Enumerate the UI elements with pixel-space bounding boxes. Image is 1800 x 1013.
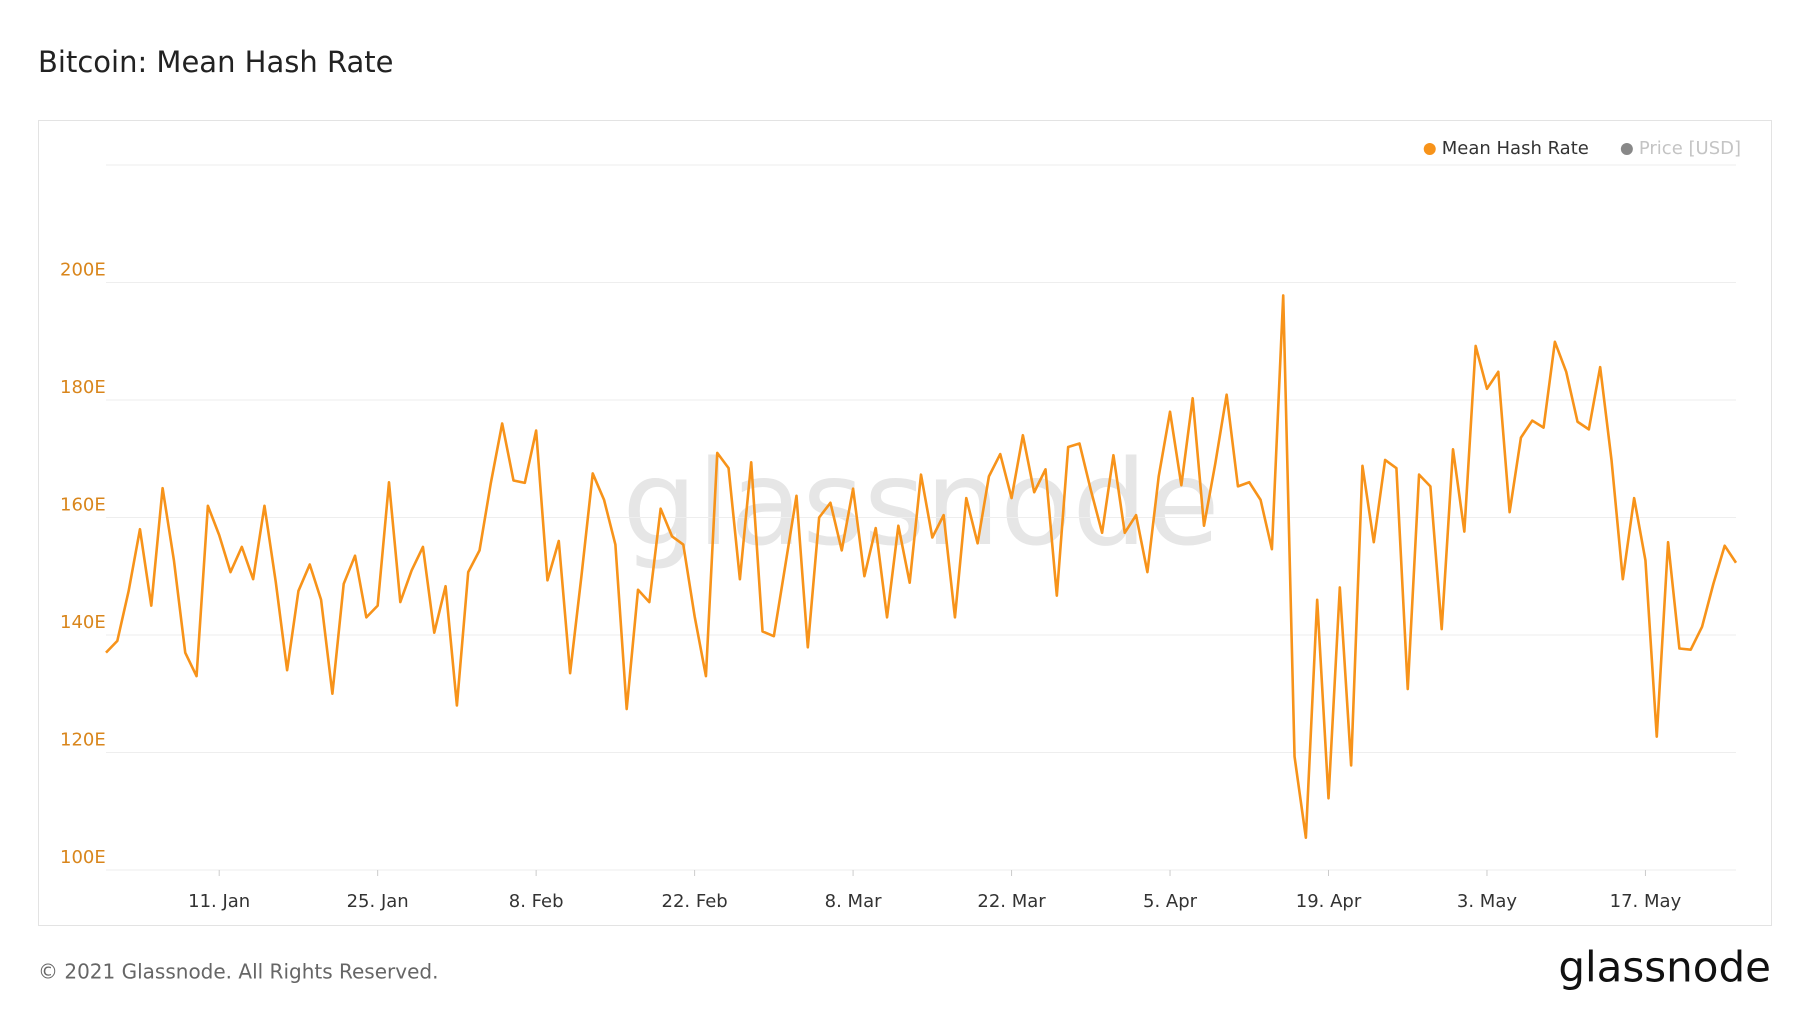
legend-label: Price [USD] <box>1639 138 1741 159</box>
y-tick-label: 100E <box>60 847 106 868</box>
x-tick-label: 3. May <box>1457 891 1517 912</box>
x-tick-label: 8. Feb <box>509 891 564 912</box>
x-tick-label: 22. Mar <box>977 891 1046 912</box>
x-tick-label: 19. Apr <box>1296 891 1362 912</box>
x-tick-label: 22. Feb <box>662 891 728 912</box>
y-tick-label: 180E <box>60 377 106 398</box>
x-tick-label: 11. Jan <box>188 891 250 912</box>
y-tick-label: 140E <box>60 612 106 633</box>
x-tick-label: 5. Apr <box>1143 891 1198 912</box>
data-line <box>105 294 1738 839</box>
legend-label: Mean Hash Rate <box>1442 138 1589 159</box>
chart-title: Bitcoin: Mean Hash Rate <box>38 45 393 79</box>
y-tick-label: 200E <box>60 260 106 281</box>
x-tick-label: 8. Mar <box>825 891 882 912</box>
x-tick-label: 25. Jan <box>347 891 409 912</box>
logo: glassnode <box>1558 943 1771 992</box>
y-tick-label: 120E <box>60 730 106 751</box>
legend-marker <box>1423 143 1436 155</box>
x-tick-label: 17. May <box>1610 891 1682 912</box>
y-tick-label: 160E <box>60 495 106 516</box>
legend-marker <box>1620 143 1633 155</box>
footer: © 2021 Glassnode. All Rights Reserved. <box>38 960 438 984</box>
chart-frame <box>38 120 1772 926</box>
